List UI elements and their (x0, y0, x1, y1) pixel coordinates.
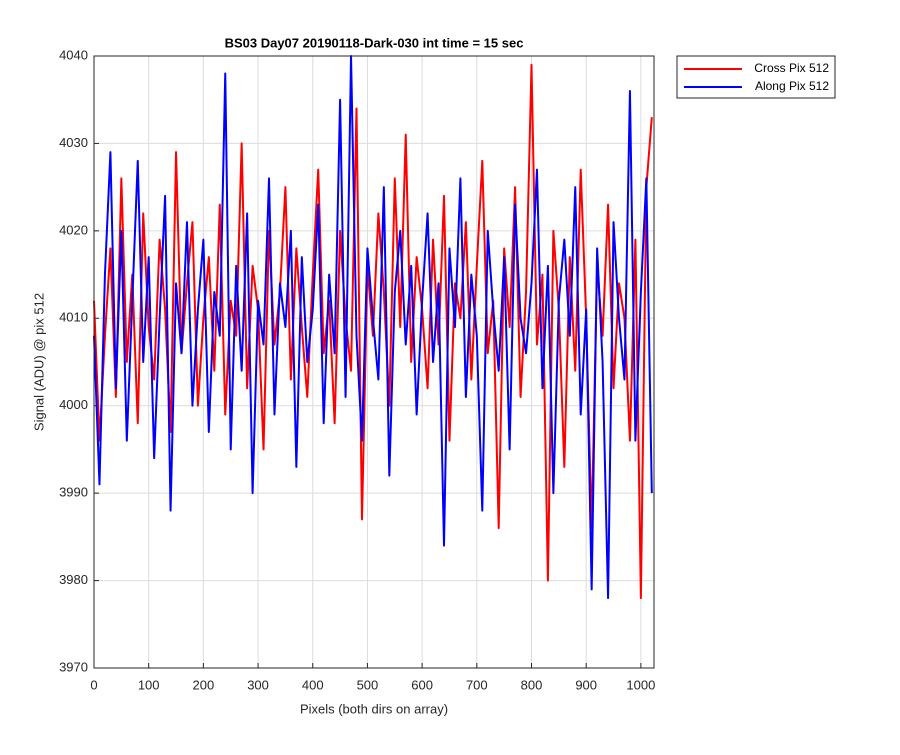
x-tick-label: 700 (466, 677, 488, 692)
y-tick-label: 3990 (59, 485, 88, 500)
y-tick-label: 4040 (59, 47, 88, 62)
x-tick-label: 500 (357, 677, 379, 692)
x-tick-label: 300 (247, 677, 269, 692)
legend-box (676, 55, 836, 99)
y-tick-label: 4000 (59, 397, 88, 412)
series-line (93, 55, 653, 600)
y-tick-label: 4030 (59, 135, 88, 150)
legend-label: Cross Pix 512 (754, 61, 829, 75)
legend-label: Along Pix 512 (755, 79, 829, 93)
x-tick-label: 200 (193, 677, 215, 692)
y-axis-label: Signal (ADU) @ pix 512 (31, 293, 46, 431)
x-tick-label: 600 (411, 677, 433, 692)
y-tick-label: 3980 (59, 572, 88, 587)
y-tick-label: 3970 (59, 659, 88, 674)
x-tick-label: 800 (521, 677, 543, 692)
x-tick-label: 0 (90, 677, 97, 692)
x-tick-label: 900 (575, 677, 597, 692)
x-tick-label: 400 (302, 677, 324, 692)
legend: Cross Pix 512 Along Pix 512 (676, 55, 836, 99)
x-tick-label: 100 (138, 677, 160, 692)
x-axis-label: Pixels (both dirs on array) (300, 701, 448, 716)
y-tick-label: 4020 (59, 222, 88, 237)
plot-frame (93, 55, 655, 669)
chart-title: BS03 Day07 20190118-Dark-030 int time = … (225, 35, 524, 50)
x-tick-label: 1000 (626, 677, 655, 692)
y-tick-label: 4010 (59, 310, 88, 325)
plot-area (93, 55, 653, 600)
